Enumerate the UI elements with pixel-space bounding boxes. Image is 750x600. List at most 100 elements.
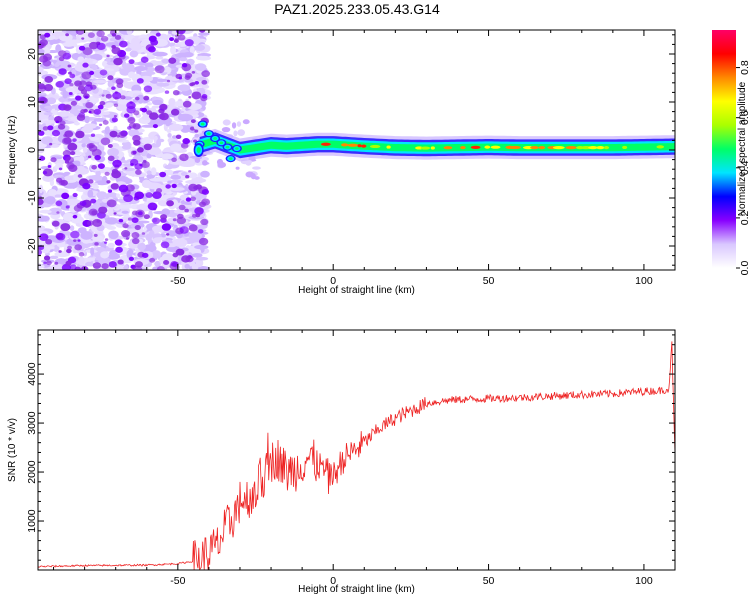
noise-blob [65, 260, 72, 266]
noise-blob [70, 150, 76, 156]
noise-blob [78, 45, 86, 51]
noise-blob [99, 123, 103, 127]
noise-blob [90, 133, 96, 137]
noise-blob [146, 153, 152, 159]
noise-blob [132, 123, 141, 130]
noise-blob [98, 206, 108, 214]
x-tick-label: 0 [330, 575, 336, 587]
noise-blob [89, 70, 95, 76]
noise-blob [77, 174, 83, 178]
noise-blob [54, 31, 65, 37]
noise-blob [115, 193, 121, 198]
noise-blob [91, 210, 98, 216]
noise-blob [222, 119, 231, 126]
noise-blob [176, 216, 187, 225]
noise-blob [111, 117, 118, 123]
noise-blob [104, 171, 110, 176]
ridge-hotspot [552, 146, 565, 150]
noise-blob [166, 79, 171, 83]
y-tick-label: 1000 [26, 509, 38, 533]
ridge-blob [207, 132, 211, 135]
noise-blob [85, 261, 95, 267]
noise-blob [198, 237, 209, 246]
noise-blob [105, 93, 112, 99]
noise-blob [160, 153, 174, 160]
noise-blob [55, 200, 63, 207]
noise-blob [159, 103, 168, 110]
noise-blob [164, 164, 174, 170]
noise-blob [58, 87, 66, 92]
noise-blob [134, 225, 141, 231]
noise-blob [128, 256, 135, 261]
noise-blob [101, 94, 105, 97]
noise-blob [182, 100, 192, 108]
noise-blob [92, 60, 97, 64]
noise-blob [167, 132, 172, 138]
noise-blob [55, 177, 63, 183]
noise-blob [62, 213, 74, 222]
noise-blob [111, 86, 116, 90]
noise-blob [69, 225, 75, 231]
noise-blob [65, 198, 81, 206]
noise-blob [125, 47, 132, 52]
colorbar-tick-label: 0.2 [739, 210, 750, 225]
noise-blob [131, 217, 139, 224]
noise-blob [69, 73, 76, 79]
x-tick-label: 0 [330, 275, 336, 287]
noise-blob [111, 170, 122, 179]
noise-blob [84, 116, 90, 124]
noise-blob [73, 239, 77, 243]
ridge-hotspot [320, 142, 331, 146]
noise-blob [66, 248, 72, 254]
x-tick-label: 50 [483, 275, 495, 287]
noise-blob [113, 115, 118, 118]
noise-blob [188, 170, 192, 173]
noise-blob [60, 223, 71, 232]
noise-blob [55, 44, 62, 53]
noise-blob [62, 91, 68, 99]
noise-blob [236, 121, 242, 127]
noise-blob [159, 171, 167, 178]
noise-blob [100, 95, 107, 103]
spectrogram-panel: -50 0 50 100 -20 -10 0 10 20 Height of straight … [7, 29, 676, 296]
noise-blob [152, 238, 162, 244]
noise-blob [134, 163, 143, 170]
noise-blob [178, 57, 188, 62]
noise-blob [152, 99, 163, 106]
noise-blob [201, 70, 210, 78]
noise-blob [67, 142, 78, 151]
noise-blob [42, 170, 48, 175]
noise-blob [88, 110, 92, 114]
noise-blob [221, 127, 231, 133]
noise-blob [38, 249, 43, 256]
ridge-hotspot [530, 146, 539, 150]
noise-blob [184, 75, 191, 80]
noise-blob [38, 215, 50, 222]
noise-blob [107, 143, 113, 148]
noise-blob [233, 130, 238, 137]
noise-blob [124, 167, 128, 170]
noise-blob [161, 252, 176, 262]
noise-blob [104, 238, 109, 241]
noise-blob [126, 30, 133, 35]
noise-blob [46, 260, 52, 266]
noise-blob [126, 101, 136, 110]
ridge-hotspot [386, 145, 391, 149]
noise-blob [44, 105, 57, 109]
noise-blob [42, 174, 55, 182]
noise-blob [127, 117, 136, 124]
noise-blob [194, 157, 201, 163]
noise-blob [134, 261, 143, 268]
noise-blob [87, 179, 94, 184]
noise-blob [67, 245, 72, 250]
noise-blob [48, 189, 58, 196]
x-tick-label: 100 [635, 275, 653, 287]
noise-blob [100, 35, 109, 42]
noise-blob [42, 168, 53, 177]
colorbar-tick-label: 0.8 [739, 60, 750, 75]
noise-blob [252, 166, 261, 170]
noise-blob [104, 126, 110, 135]
noise-blob [184, 263, 190, 269]
noise-blob [160, 241, 170, 249]
noise-blob [144, 62, 154, 69]
